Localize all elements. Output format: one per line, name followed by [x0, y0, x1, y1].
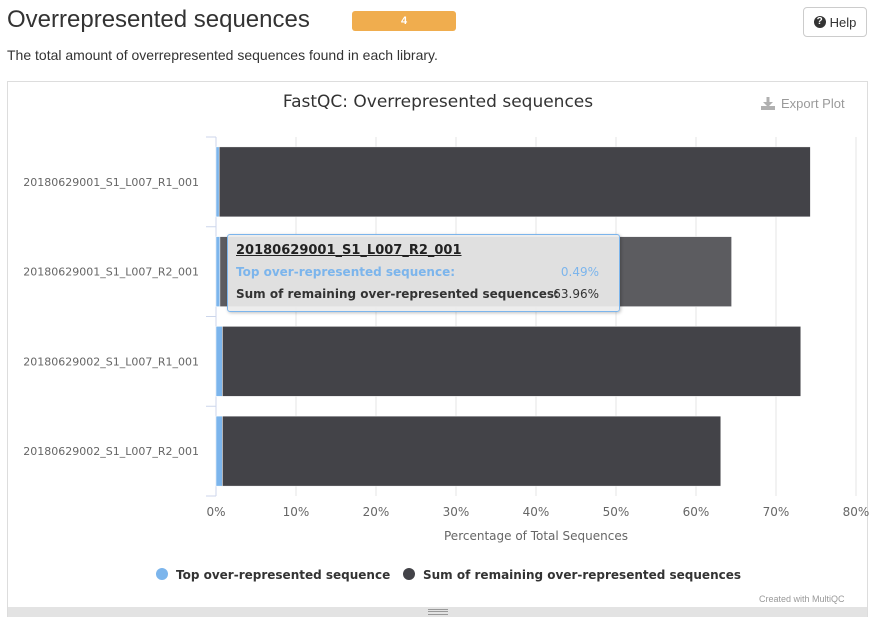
x-tick-label: 80%: [843, 505, 870, 519]
question-circle-icon: ?: [813, 16, 826, 28]
section-description: The total amount of overrepresented sequ…: [7, 47, 438, 63]
x-tick-label: 70%: [763, 505, 790, 519]
chart-title: FastQC: Overrepresented sequences: [283, 92, 593, 112]
tooltip-label: Sum of remaining over-represented sequen…: [236, 287, 559, 301]
x-tick-label: 10%: [283, 505, 310, 519]
export-plot-button[interactable]: Export Plot: [760, 96, 845, 111]
x-tick-label: 50%: [603, 505, 630, 519]
tooltip-row-top-sequence: Top over-represented sequence: 0.49%: [236, 265, 599, 279]
legend-label: Sum of remaining over-represented sequen…: [423, 568, 741, 582]
legend-label: Top over-represented sequence: [176, 568, 390, 582]
legend-item[interactable]: Sum of remaining over-represented sequen…: [403, 568, 741, 582]
bar-remaining-sequences[interactable]: [222, 326, 802, 397]
tooltip-row-remaining-sequences: Sum of remaining over-represented sequen…: [236, 287, 599, 301]
grip-icon: [428, 609, 448, 615]
y-tick-label: 20180629002_S1_L007_R2_001: [23, 445, 199, 458]
y-tick-label: 20180629001_S1_L007_R2_001: [23, 266, 199, 279]
help-button[interactable]: ? Help: [803, 7, 867, 37]
x-tick-label: 60%: [683, 505, 710, 519]
legend-marker: [403, 568, 415, 580]
y-tick-label: 20180629001_S1_L007_R1_001: [23, 176, 199, 189]
legend-marker: [156, 568, 168, 580]
legend-item[interactable]: Top over-represented sequence: [156, 568, 390, 582]
export-plot-label: Export Plot: [781, 96, 845, 111]
bar-tooltip: 20180629001_S1_L007_R2_001 Top over-repr…: [227, 234, 620, 312]
plot-resize-handle[interactable]: [8, 607, 867, 617]
bar-top-sequence[interactable]: [215, 146, 220, 218]
sequence-count-badge: 4: [352, 11, 456, 31]
tooltip-title: 20180629001_S1_L007_R2_001: [236, 243, 462, 258]
help-button-label: Help: [829, 14, 857, 30]
x-tick-label: 20%: [363, 505, 390, 519]
bar-top-sequence[interactable]: [215, 236, 221, 307]
x-tick-label: 40%: [523, 505, 550, 519]
multiqc-credit: Created with MultiQC: [759, 594, 845, 604]
x-tick-label: 30%: [443, 505, 470, 519]
bar-top-sequence[interactable]: [215, 415, 223, 487]
bar-remaining-sequences[interactable]: [222, 415, 722, 487]
bar-top-sequence[interactable]: [215, 326, 223, 397]
tooltip-label: Top over-represented sequence:: [236, 265, 456, 279]
bar-remaining-sequences[interactable]: [218, 146, 811, 218]
x-axis-label: Percentage of Total Sequences: [444, 529, 628, 543]
tooltip-value: 0.49%: [560, 265, 599, 279]
download-icon: [761, 97, 775, 110]
y-tick-label: 20180629002_S1_L007_R1_001: [23, 355, 199, 368]
tooltip-value: 63.96%: [553, 287, 599, 301]
page-title: Overrepresented sequences: [7, 6, 310, 33]
x-tick-label: 0%: [206, 505, 225, 519]
